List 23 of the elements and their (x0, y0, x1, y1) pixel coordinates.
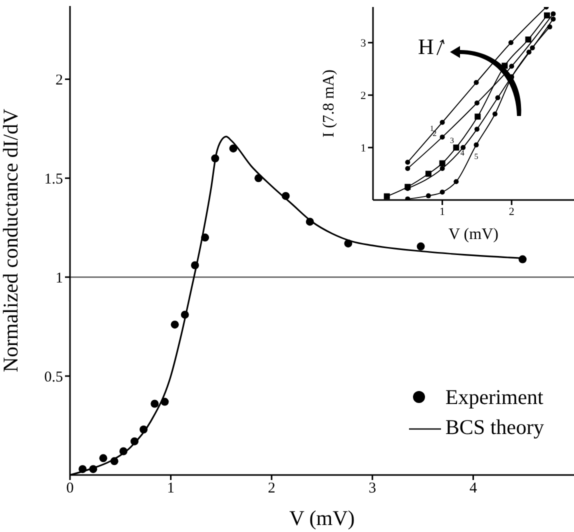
y-tick-label: 0.5 (44, 369, 63, 386)
x-tick-label: 2 (268, 480, 276, 497)
y-axis-title: Normalized conductance dI/dV (0, 108, 22, 372)
y-tick-label: 2 (360, 90, 366, 102)
x-tick-label: 1 (167, 480, 175, 497)
y-tick-label: 1 (56, 270, 63, 286)
x-axis-title: V (mV) (448, 226, 498, 243)
annotation: 4 (460, 148, 464, 158)
annotation: H (418, 34, 434, 60)
annotation: 3 (450, 136, 454, 146)
legend-label: Experiment (445, 384, 544, 410)
x-axis-title: V (mV) (289, 506, 355, 530)
y-tick-label: 3 (360, 38, 366, 50)
y-tick-label: 1.5 (44, 171, 63, 188)
x-tick-label: 0 (66, 480, 74, 497)
annotation: 1 (430, 124, 434, 133)
y-tick-label: 2 (56, 72, 63, 89)
x-tick-label: 4 (469, 480, 478, 497)
y-tick-label: 1 (360, 142, 366, 154)
annotation: 5 (474, 152, 478, 161)
y-axis-title: I (7.8 mA) (320, 70, 338, 138)
legend-label: BCS theory (445, 414, 544, 440)
annotation: 2 (432, 129, 437, 138)
